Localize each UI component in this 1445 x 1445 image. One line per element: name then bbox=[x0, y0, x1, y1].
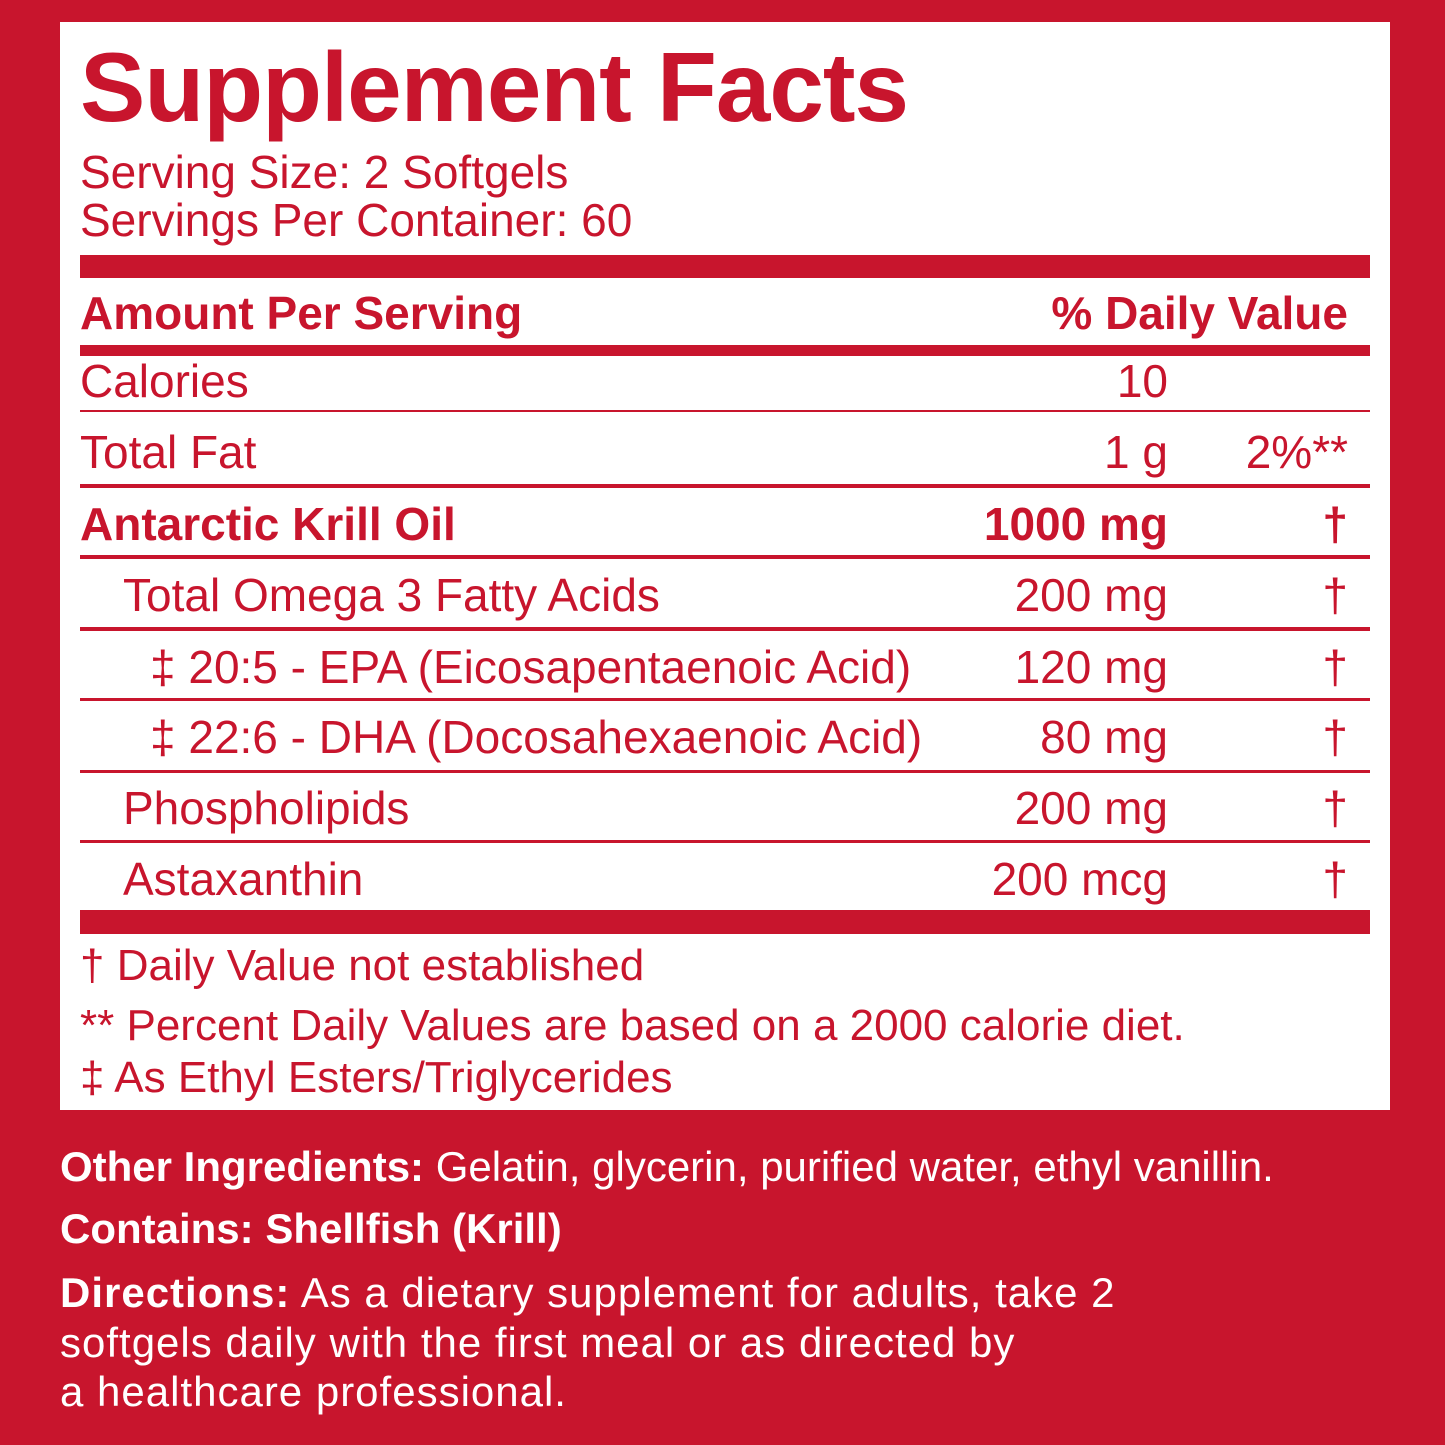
row-krill-oil: Antarctic Krill Oil 1000 mg † bbox=[80, 489, 1370, 559]
row-total-fat: Total Fat 1 g 2%** bbox=[80, 417, 1370, 487]
row-dha: ‡ 22:6 - DHA (Docosahexaenoic Acid) 80 mg… bbox=[80, 702, 1370, 772]
title: Supplement Facts bbox=[80, 32, 909, 142]
footnote-percent: ** Percent Daily Values are based on a 2… bbox=[80, 1001, 1185, 1050]
dv-header: % Daily Value bbox=[1051, 287, 1348, 339]
nutrient-name: Total Fat bbox=[80, 426, 257, 478]
nutrient-amount: 1000 mg bbox=[983, 498, 1168, 550]
nutrient-amount: 200 mcg bbox=[991, 853, 1168, 905]
divider bbox=[80, 410, 1370, 412]
other-ingredients: Other Ingredients: Gelatin, glycerin, pu… bbox=[60, 1142, 1274, 1192]
nutrient-amount: 80 mg bbox=[1040, 711, 1168, 763]
row-calories: Calories 10 bbox=[80, 346, 1370, 416]
nutrient-dv: † bbox=[1322, 711, 1348, 763]
nutrient-dv: 2%** bbox=[1245, 426, 1348, 478]
divider-thick bbox=[80, 910, 1370, 934]
header-row: Amount Per Serving % Daily Value bbox=[80, 278, 1370, 345]
footnote-double-dagger: ‡ As Ethyl Esters/Triglycerides bbox=[80, 1053, 673, 1102]
footnote-dagger: † Daily Value not established bbox=[80, 941, 645, 990]
divider-thick bbox=[80, 255, 1370, 278]
other-ingredients-label: Other Ingredients: bbox=[60, 1143, 425, 1190]
row-astaxanthin: Astaxanthin 200 mcg † bbox=[80, 844, 1370, 914]
nutrient-dv: † bbox=[1322, 498, 1348, 550]
nutrient-amount: 10 bbox=[1116, 355, 1168, 407]
amount-header: Amount Per Serving bbox=[80, 287, 523, 339]
directions-label: Directions: bbox=[60, 1269, 291, 1316]
nutrient-dv: † bbox=[1322, 641, 1348, 693]
nutrient-name: ‡ 22:6 - DHA (Docosahexaenoic Acid) bbox=[150, 711, 923, 763]
row-epa: ‡ 20:5 - EPA (Eicosapentaenoic Acid) 120 … bbox=[80, 632, 1370, 702]
nutrient-amount: 1 g bbox=[1104, 426, 1168, 478]
nutrient-name: Antarctic Krill Oil bbox=[80, 498, 456, 550]
directions: Directions: As a dietary supplement for … bbox=[60, 1268, 1115, 1318]
nutrient-name: Phospholipids bbox=[123, 782, 410, 834]
divider bbox=[80, 840, 1370, 843]
nutrient-name: Calories bbox=[80, 355, 249, 407]
nutrient-name: Astaxanthin bbox=[123, 853, 364, 905]
divider bbox=[80, 555, 1370, 559]
nutrient-name: ‡ 20:5 - EPA (Eicosapentaenoic Acid) bbox=[150, 641, 912, 693]
directions-text: As a dietary supplement for adults, take… bbox=[290, 1269, 1116, 1316]
directions-line3: a healthcare professional. bbox=[60, 1368, 567, 1415]
divider bbox=[80, 627, 1370, 631]
supplement-facts-panel: Supplement Facts Serving Size: 2 Softgel… bbox=[60, 22, 1390, 1110]
directions-line2: softgels daily with the first meal or as… bbox=[60, 1319, 1016, 1366]
servings-per-container: Servings Per Container: 60 bbox=[80, 194, 633, 246]
row-phospholipids: Phospholipids 200 mg † bbox=[80, 773, 1370, 843]
contains: Contains: Shellfish (Krill) bbox=[60, 1205, 562, 1252]
nutrient-amount: 120 mg bbox=[1014, 641, 1168, 693]
nutrient-dv: † bbox=[1322, 782, 1348, 834]
serving-size: Serving Size: 2 Softgels bbox=[80, 146, 569, 198]
nutrient-amount: 200 mg bbox=[1014, 569, 1168, 621]
divider bbox=[80, 698, 1370, 701]
row-omega3: Total Omega 3 Fatty Acids 200 mg † bbox=[80, 560, 1370, 630]
nutrient-amount: 200 mg bbox=[1014, 782, 1168, 834]
divider bbox=[80, 484, 1370, 488]
nutrient-dv: † bbox=[1322, 853, 1348, 905]
nutrient-name: Total Omega 3 Fatty Acids bbox=[123, 569, 660, 621]
other-ingredients-text: Gelatin, glycerin, purified water, ethyl… bbox=[424, 1143, 1274, 1190]
divider bbox=[80, 345, 1370, 356]
nutrient-dv: † bbox=[1322, 569, 1348, 621]
divider bbox=[80, 770, 1370, 773]
